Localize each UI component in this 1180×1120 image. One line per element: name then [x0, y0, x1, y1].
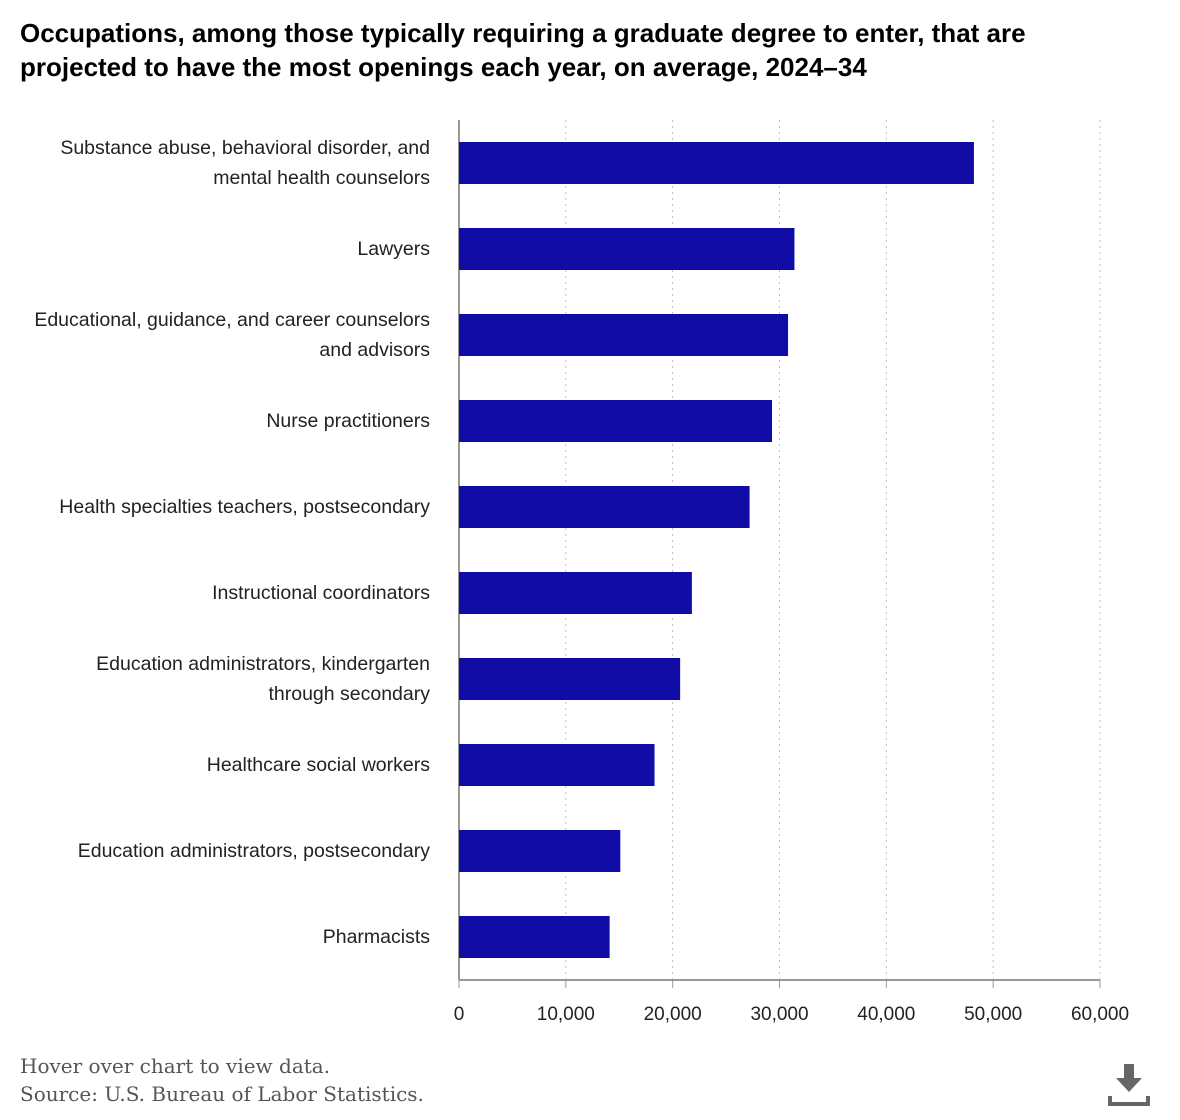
x-tick-label: 10,000 [537, 1004, 595, 1025]
bar [459, 572, 692, 614]
note: Hover over chart to view data. [20, 1054, 331, 1078]
x-tick-label: 40,000 [857, 1004, 915, 1025]
bar [459, 142, 974, 184]
bar [459, 658, 681, 700]
bar [459, 228, 795, 270]
category-label: Educational, guidance, and career counse… [34, 309, 430, 361]
category-label: Nurse practitioners [266, 410, 430, 432]
x-tick-label: 20,000 [644, 1004, 702, 1025]
bar [459, 400, 773, 442]
source: Source: U.S. Bureau of Labor Statistics. [20, 1082, 424, 1106]
download-button[interactable] [1108, 1062, 1152, 1106]
category-label: Health specialties teachers, postseconda… [59, 496, 430, 518]
x-tick-label: 60,000 [1071, 1004, 1129, 1025]
bar [459, 916, 610, 958]
chart-title: Occupations, among those typically requi… [20, 18, 1026, 82]
bar [459, 830, 621, 872]
x-tick-label: 30,000 [750, 1004, 808, 1025]
category-label: Healthcare social workers [206, 754, 430, 776]
x-tick-label: 50,000 [964, 1004, 1022, 1025]
category-label: Education administrators, kindergarten t… [96, 653, 430, 705]
bar [459, 486, 750, 528]
category-label: Lawyers [357, 238, 430, 260]
category-label: Pharmacists [322, 926, 430, 948]
category-label: Education administrators, postsecondary [77, 840, 430, 862]
category-label: Instructional coordinators [212, 582, 430, 604]
x-tick-label: 0 [454, 1004, 465, 1025]
category-label: Substance abuse, behavioral disorder, an… [60, 137, 430, 189]
bar [459, 744, 655, 786]
bar [459, 314, 789, 356]
